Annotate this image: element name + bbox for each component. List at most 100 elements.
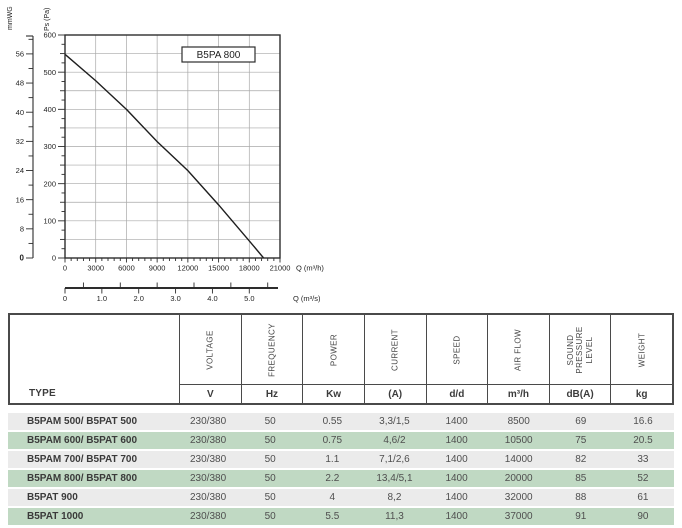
column-unit-power: Kw: [302, 384, 364, 403]
svg-text:5.0: 5.0: [244, 294, 254, 303]
cell-frequency: 50: [264, 416, 276, 427]
svg-text:mmWG: mmWG: [7, 6, 14, 30]
column-header-label: SPEED: [452, 334, 462, 365]
svg-text:21000: 21000: [270, 264, 291, 273]
svg-text:200: 200: [43, 179, 56, 188]
cell-current: 3,3/1,5: [379, 416, 410, 427]
svg-text:15000: 15000: [208, 264, 229, 273]
cell-current: 11,3: [385, 511, 404, 522]
cell-air-flow: 14000: [504, 454, 533, 465]
svg-text:3000: 3000: [87, 264, 104, 273]
cell-type: B5PAT 1000: [27, 511, 84, 522]
cell-speed: 1400: [445, 435, 468, 446]
cell-speed: 1400: [445, 511, 468, 522]
column-header-label: WEIGHT: [636, 332, 646, 367]
column-header-power: POWER: [302, 315, 364, 384]
cell-type: B5PAM 700/ B5PAT 700: [27, 454, 138, 465]
cell-sound-pressure-level: 82: [575, 454, 587, 465]
column-header-air-flow: AIR FLOW: [487, 315, 549, 384]
cell-frequency: 50: [264, 435, 276, 446]
table-row: B5PAM 600/ B5PAT 600 230/380 50 0.75 4,6/2 14…: [8, 432, 674, 449]
cell-sound-pressure-level: 75: [575, 435, 587, 446]
cell-weight: 61: [637, 492, 649, 503]
column-unit-current: (A): [363, 384, 426, 403]
spec-table: TYPE VOLTAGE V FREQUENCY Hz POWER Kw CURRENT (A…: [8, 313, 674, 527]
cell-current: 8,2: [387, 492, 402, 503]
axis-titles: mmWG Ps (Pa): [7, 6, 51, 31]
svg-text:40: 40: [16, 108, 24, 117]
cell-current: 13,4/5,1: [376, 473, 413, 484]
cell-voltage: 230/380: [189, 454, 227, 465]
column-unit-sound-pressure-level: dB(A): [548, 384, 611, 403]
cell-weight: 52: [637, 473, 649, 484]
svg-text:100: 100: [43, 216, 56, 225]
column-header-current: CURRENT: [363, 315, 426, 384]
cell-current: 7,1/2,6: [379, 454, 410, 465]
svg-text:500: 500: [43, 68, 56, 77]
cell-voltage: 230/380: [189, 511, 227, 522]
column-header-label: SOUND PRESSURE LEVEL: [565, 325, 594, 374]
cell-sound-pressure-level: 85: [575, 473, 587, 484]
svg-text:12000: 12000: [177, 264, 198, 273]
mmwg-axis: 0 8 16 24 32 40 48 56: [16, 35, 34, 263]
cell-power: 2.2: [325, 473, 340, 484]
cell-power: 4: [329, 492, 336, 503]
svg-text:0: 0: [63, 264, 67, 273]
svg-text:24: 24: [16, 166, 24, 175]
cell-speed: 1400: [445, 473, 468, 484]
cell-sound-pressure-level: 69: [575, 416, 587, 427]
table-row: B5PAM 500/ B5PAT 500 230/380 50 0.55 3,3/1,5…: [8, 413, 674, 430]
table-row: B5PAM 800/ B5PAT 800 230/380 50 2.2 13,4/5,1…: [8, 470, 674, 487]
x-axis-title: Q (m³/h): [296, 264, 324, 273]
svg-text:Q (m³/s): Q (m³/s): [293, 294, 321, 303]
svg-text:400: 400: [43, 105, 56, 114]
cell-voltage: 230/380: [189, 492, 227, 503]
grid-lines: [65, 35, 280, 258]
cell-type: B5PAM 800/ B5PAT 800: [27, 473, 138, 484]
cell-weight: 16.6: [633, 416, 653, 427]
column-unit-air-flow: m³/h: [487, 384, 549, 403]
cell-current: 4,6/2: [383, 435, 406, 446]
cell-air-flow: 8500: [507, 416, 530, 427]
svg-text:0: 0: [52, 254, 56, 263]
cell-power: 1.1: [325, 454, 340, 465]
svg-text:4.0: 4.0: [207, 294, 217, 303]
cell-frequency: 50: [264, 473, 276, 484]
cell-voltage: 230/380: [189, 473, 227, 484]
svg-text:600: 600: [43, 31, 56, 40]
column-header-speed: SPEED: [425, 315, 488, 384]
column-unit-speed: d/d: [425, 384, 488, 403]
column-header-label: AIR FLOW: [513, 328, 523, 371]
cell-sound-pressure-level: 88: [575, 492, 587, 503]
svg-text:3.0: 3.0: [170, 294, 180, 303]
column-header-label: FREQUENCY: [267, 322, 277, 377]
column-header-label: POWER: [328, 333, 338, 366]
svg-text:32: 32: [16, 137, 24, 146]
column-header-frequency: FREQUENCY: [240, 315, 303, 384]
svg-text:1.0: 1.0: [97, 294, 107, 303]
cell-weight: 20.5: [633, 435, 653, 446]
fan-curve: [64, 53, 265, 259]
svg-text:18000: 18000: [239, 264, 260, 273]
cell-air-flow: 37000: [504, 511, 533, 522]
cell-voltage: 230/380: [189, 416, 227, 427]
spec-table-header: TYPE VOLTAGE V FREQUENCY Hz POWER Kw CURRENT (A…: [8, 313, 674, 405]
cell-type: B5PAM 600/ B5PAT 600: [27, 435, 138, 446]
column-unit-voltage: V: [179, 384, 241, 403]
chart-title-box: B5PA 800: [181, 46, 256, 63]
table-row: B5PAT 1000 230/380 50 5.5 11,3 1400 37000 91 90: [8, 508, 674, 525]
type-column-header: TYPE: [29, 388, 56, 399]
cell-speed: 1400: [445, 454, 468, 465]
svg-text:0: 0: [20, 254, 25, 263]
svg-text:300: 300: [43, 142, 56, 151]
cell-speed: 1400: [445, 492, 468, 503]
column-header-weight: WEIGHT: [610, 315, 672, 384]
cell-frequency: 50: [264, 454, 276, 465]
m3s-axis: 0 1.0 2.0 3.0 4.0 5.0 Q (m³/s): [63, 282, 321, 303]
svg-text:8: 8: [20, 224, 24, 233]
column-header-label: VOLTAGE: [205, 329, 215, 370]
svg-text:9000: 9000: [149, 264, 166, 273]
cell-power: 5.5: [325, 511, 340, 522]
cell-power: 0.75: [322, 435, 343, 446]
